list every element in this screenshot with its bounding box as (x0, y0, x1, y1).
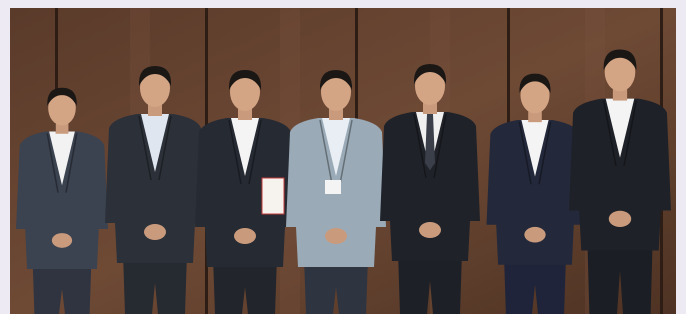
page: (() => { const data = JSON.parse(documen… (0, 0, 686, 314)
envelope (262, 178, 284, 214)
hands (234, 228, 256, 244)
hands (609, 211, 631, 227)
hands (325, 228, 347, 244)
badge (325, 180, 341, 194)
hands (419, 222, 441, 238)
hands (144, 224, 166, 240)
hands (524, 227, 545, 243)
photo (0, 0, 686, 314)
hands (52, 233, 72, 248)
